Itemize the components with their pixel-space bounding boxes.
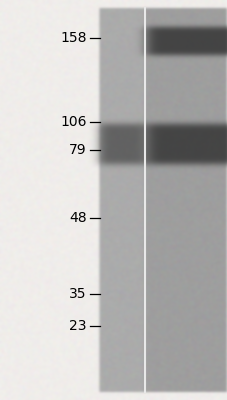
Text: 79: 79 bbox=[69, 143, 86, 157]
Text: 48: 48 bbox=[69, 211, 86, 225]
Text: 35: 35 bbox=[69, 287, 86, 301]
Text: 158: 158 bbox=[60, 31, 86, 45]
Text: 106: 106 bbox=[60, 115, 86, 129]
Text: 23: 23 bbox=[69, 319, 86, 333]
